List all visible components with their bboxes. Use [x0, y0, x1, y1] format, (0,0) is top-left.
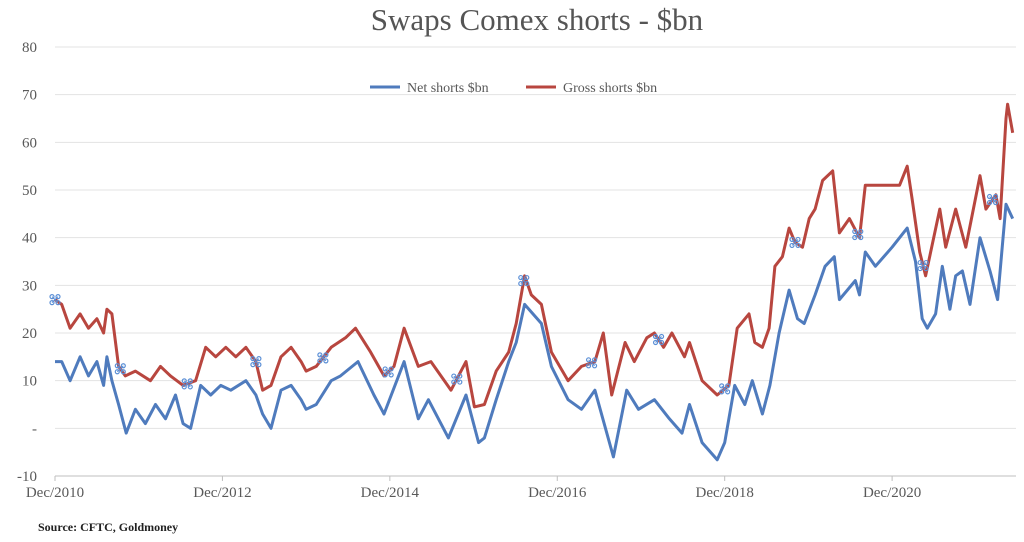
source-note: Source: CFTC, Goldmoney — [38, 520, 178, 534]
y-tick-label: 10 — [22, 374, 37, 390]
data-marker — [181, 378, 193, 390]
legend-label-gross: Gross shorts $bn — [563, 81, 657, 96]
data-marker — [382, 366, 394, 378]
data-marker — [585, 357, 598, 369]
legend-label-net: Net shorts $bn — [407, 81, 489, 96]
x-axis: Dec/2010 Dec/2012 Dec/2014 Dec/2016 Dec/2018… — [26, 476, 921, 501]
data-marker — [852, 228, 864, 241]
x-tick-label: Dec/2010 — [26, 485, 84, 501]
x-tick-label: Dec/2018 — [696, 485, 754, 501]
chart-title: Swaps Comex shorts - $bn — [371, 2, 704, 37]
data-marker — [789, 236, 801, 249]
series-lines — [54, 102, 1015, 462]
y-tick-label: 80 — [22, 40, 37, 56]
x-tick-label: Dec/2016 — [528, 485, 587, 501]
y-tick-label: 30 — [22, 278, 37, 294]
data-marker — [917, 259, 929, 272]
data-marker — [451, 373, 463, 385]
x-tick-label: Dec/2014 — [361, 485, 420, 501]
y-tick-label: 40 — [22, 231, 37, 247]
x-tick-label: Dec/2020 — [863, 485, 921, 501]
data-marker — [652, 333, 665, 346]
series-line-net-shorts — [55, 202, 1015, 462]
data-marker — [719, 383, 731, 395]
legend: Net shorts $bn Gross shorts $bn — [370, 81, 657, 96]
y-tick-label: 50 — [22, 183, 37, 199]
markers — [49, 193, 999, 395]
y-tick-label: 60 — [22, 135, 37, 151]
data-marker — [250, 356, 262, 368]
data-marker — [114, 363, 126, 375]
y-tick-label: - — [32, 421, 37, 437]
y-tick-label: 70 — [22, 88, 37, 104]
data-marker — [49, 294, 61, 306]
y-tick-label: -10 — [17, 469, 37, 485]
data-marker — [986, 193, 999, 206]
x-tick-label: Dec/2012 — [193, 485, 251, 501]
series-line-gross-shorts — [54, 102, 1015, 409]
data-marker — [518, 274, 530, 287]
data-marker — [317, 352, 329, 364]
y-tick-label: 20 — [22, 326, 37, 342]
gridlines — [55, 46, 1016, 477]
